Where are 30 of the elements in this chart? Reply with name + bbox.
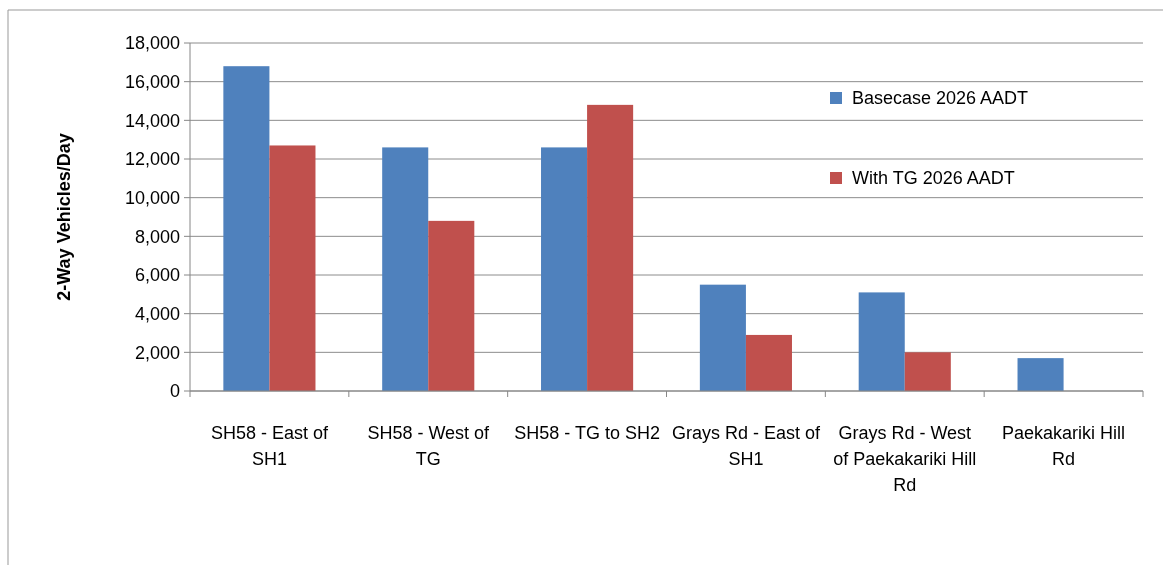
bar (269, 145, 316, 391)
bar (428, 220, 475, 391)
x-tick-label: Grays Rd - West of Paekakariki Hill Rd (833, 423, 977, 495)
x-tick-label: SH58 - East of SH1 (210, 423, 329, 469)
y-tick-label: 12,000 (124, 149, 180, 170)
y-tick-label: 2,000 (134, 342, 180, 363)
bar (904, 352, 951, 391)
bar (223, 66, 270, 391)
y-tick-label: 16,000 (124, 71, 180, 92)
x-tick-label: Grays Rd - East of SH1 (671, 423, 821, 469)
y-tick-label: 4,000 (134, 303, 180, 324)
x-tick-label: SH58 - West of TG (367, 423, 491, 469)
x-tick-label: SH58 - TG to SH2 (514, 423, 660, 443)
y-tick-label: 0 (169, 381, 180, 402)
legend-label: Basecase 2026 AADT (852, 88, 1029, 109)
y-tick-label: 10,000 (124, 187, 180, 208)
y-axis-title: 2-Way Vehicles/Day (54, 133, 74, 301)
y-tick-label: 6,000 (134, 265, 180, 286)
bar (745, 334, 792, 391)
bar (382, 147, 429, 391)
x-tick-label: Paekakariki Hill Rd (1002, 423, 1126, 469)
bar (699, 284, 746, 391)
bar (541, 147, 588, 391)
bar (587, 104, 634, 391)
y-tick-label: 14,000 (124, 110, 180, 131)
y-tick-label: 18,000 (124, 33, 180, 54)
bar (858, 292, 905, 391)
legend-label: With TG 2026 AADT (852, 168, 1015, 189)
y-tick-label: 8,000 (134, 226, 180, 247)
bar (1017, 358, 1064, 391)
